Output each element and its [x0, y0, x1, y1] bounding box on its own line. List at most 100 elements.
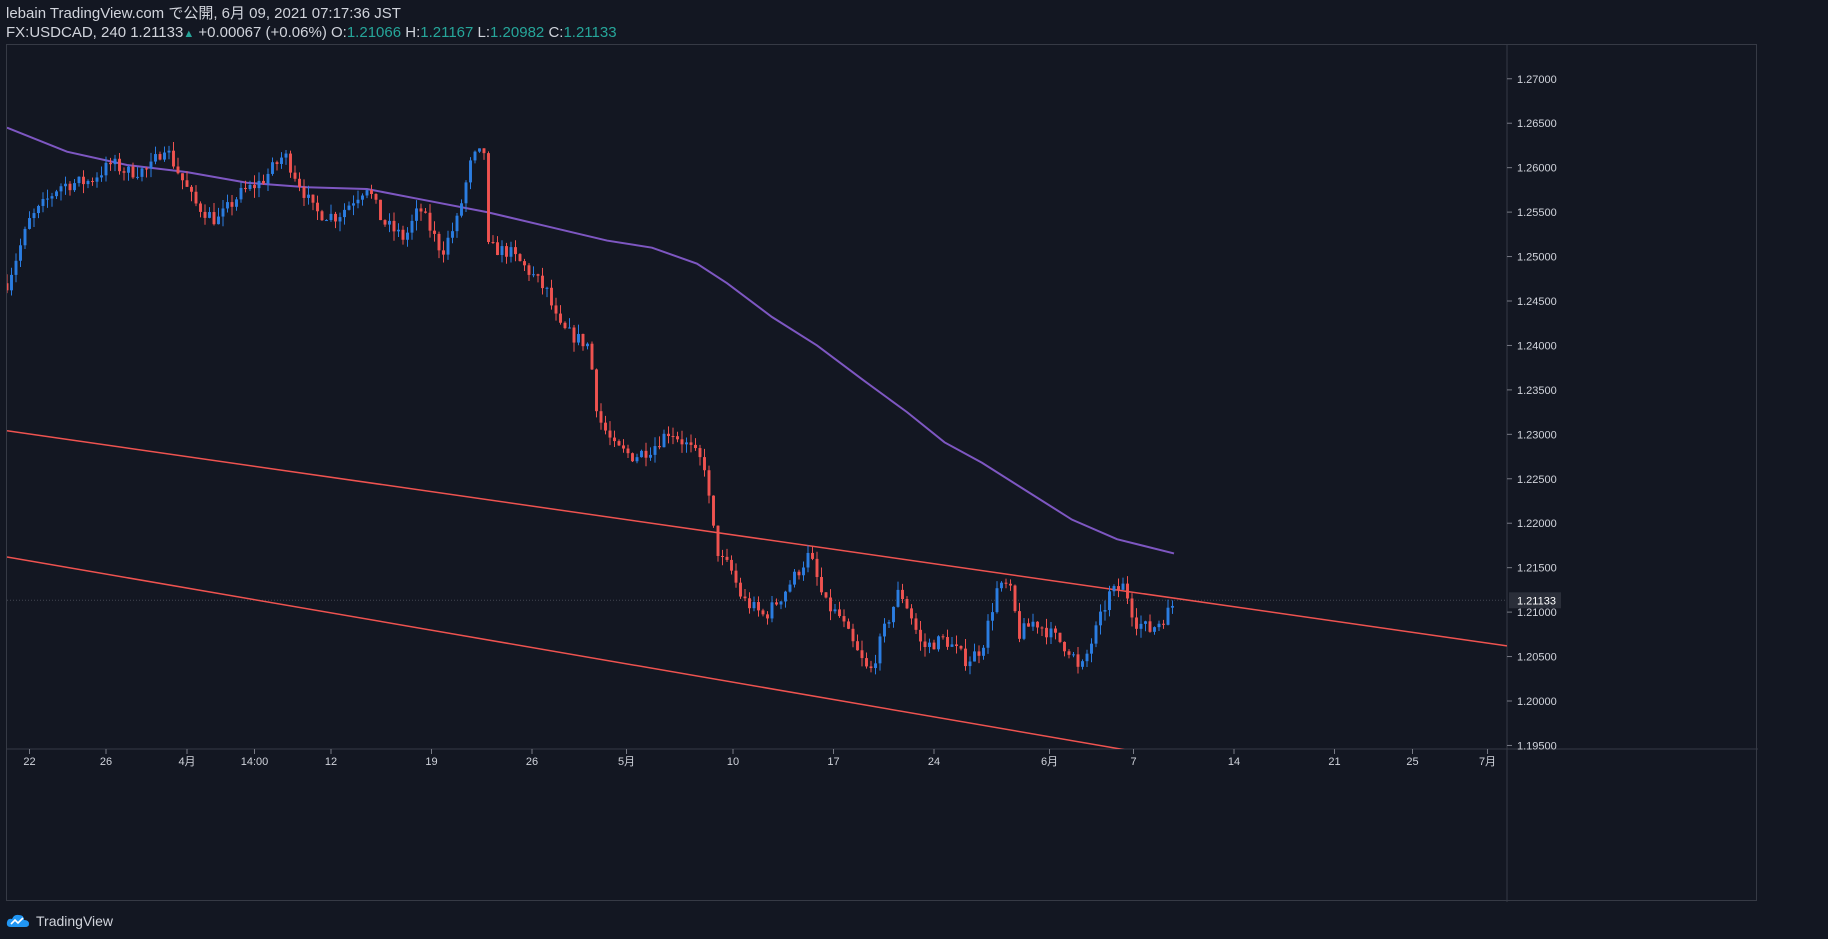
candle-body [64, 183, 67, 187]
candle-body [356, 199, 360, 204]
candle-body [950, 644, 954, 647]
candle-body [37, 205, 40, 214]
candle-body [653, 446, 657, 455]
candle-body [1103, 610, 1107, 612]
candle-body [226, 202, 229, 209]
candle-body [568, 327, 571, 329]
candle-body [1139, 623, 1143, 629]
candle-body [649, 454, 652, 458]
candle-body [221, 208, 225, 217]
candle-body [968, 661, 972, 667]
candle-body [707, 470, 711, 496]
candle-body [1000, 582, 1003, 589]
candle-body [464, 182, 468, 204]
high-label: H: [405, 24, 421, 41]
candle-body [50, 196, 54, 199]
candle-body [374, 194, 378, 200]
price-tick-label: 1.20500 [1517, 652, 1557, 664]
candle-body [442, 250, 445, 255]
price-tick-label: 1.19500 [1517, 740, 1557, 752]
candle-body [275, 162, 279, 164]
candle-body [302, 186, 306, 198]
price-tick-label: 1.20000 [1517, 696, 1557, 708]
candle-body [1157, 623, 1161, 628]
candle-body [298, 178, 301, 187]
candle-body [172, 150, 175, 167]
candle-body [118, 158, 121, 172]
candle-body [109, 162, 112, 165]
candle-body [838, 609, 841, 617]
candle-body [1018, 611, 1021, 639]
candle-body [671, 436, 675, 438]
candle-body [68, 183, 72, 191]
candle-body [905, 598, 909, 609]
price-chart[interactable]: 1.27000 1.26500 1.26000 1.25500 1.25000 1.245… [7, 45, 1758, 902]
time-tick-label: 14:00 [241, 756, 269, 768]
candle-body [343, 209, 346, 218]
change-up-icon: ▲ [183, 28, 195, 40]
candle-body [325, 220, 328, 222]
time-tick-label: 24 [928, 756, 940, 768]
candle-body [410, 220, 414, 233]
candle-body [851, 628, 855, 642]
candle-body [946, 637, 949, 647]
candle-body [383, 220, 387, 225]
candle-body [577, 333, 580, 343]
candle-body [635, 457, 639, 462]
chart-header: lebain TradingView.com で公開, 6月 09, 2021 … [6, 4, 617, 44]
candle-body [1112, 586, 1116, 592]
candle-body [982, 647, 985, 656]
candle-body [806, 552, 810, 568]
candle-body [428, 212, 432, 231]
candle-body [824, 592, 828, 598]
candle-body [698, 448, 702, 458]
candle-body [257, 180, 261, 189]
candle-body [640, 450, 643, 458]
candle-body [658, 446, 661, 448]
candle-body [923, 641, 927, 648]
candle-body [203, 211, 207, 218]
candle-body [1171, 605, 1174, 608]
candle-body [802, 567, 805, 576]
candle-body [833, 609, 837, 612]
candle-body [253, 184, 256, 189]
candle-body [469, 160, 472, 183]
candle-body [446, 237, 450, 255]
candle-body [406, 232, 409, 240]
candle-body [1126, 583, 1129, 599]
candle-body [797, 571, 801, 576]
open-label: O: [331, 24, 347, 41]
candle-body [59, 186, 63, 192]
candle-body [608, 430, 612, 438]
candle-body [977, 651, 981, 656]
candle-body [379, 199, 382, 221]
close-label: C: [548, 24, 564, 41]
time-tick-label: 17 [827, 756, 839, 768]
candle-body [572, 327, 576, 343]
candle-body [1022, 623, 1026, 639]
candle-body [361, 195, 364, 200]
candle-body [734, 570, 738, 583]
tradingview-branding[interactable]: TradingView [6, 910, 113, 932]
candle-body [194, 191, 198, 204]
candle-body [554, 305, 558, 314]
price-tick-label: 1.21500 [1517, 563, 1557, 575]
chart-frame[interactable]: 1.27000 1.26500 1.26000 1.25500 1.25000 1.245… [6, 44, 1758, 902]
candle-body [1058, 632, 1062, 642]
candle-body [667, 433, 670, 437]
candle-body [865, 658, 868, 667]
time-tick-label: 10 [727, 756, 739, 768]
candle-body [100, 175, 103, 178]
candle-body [10, 274, 13, 291]
candle-body [131, 166, 135, 178]
candle-body [176, 166, 180, 174]
candle-body [500, 246, 504, 256]
candle-body [586, 343, 589, 347]
candle-body [478, 148, 481, 152]
time-tick-label: 14 [1228, 756, 1240, 768]
price-tick-label: 1.25500 [1517, 207, 1557, 219]
candle-body [779, 601, 783, 605]
candle-body [1045, 627, 1048, 638]
candle-body [95, 177, 99, 182]
candle-body [563, 322, 567, 329]
